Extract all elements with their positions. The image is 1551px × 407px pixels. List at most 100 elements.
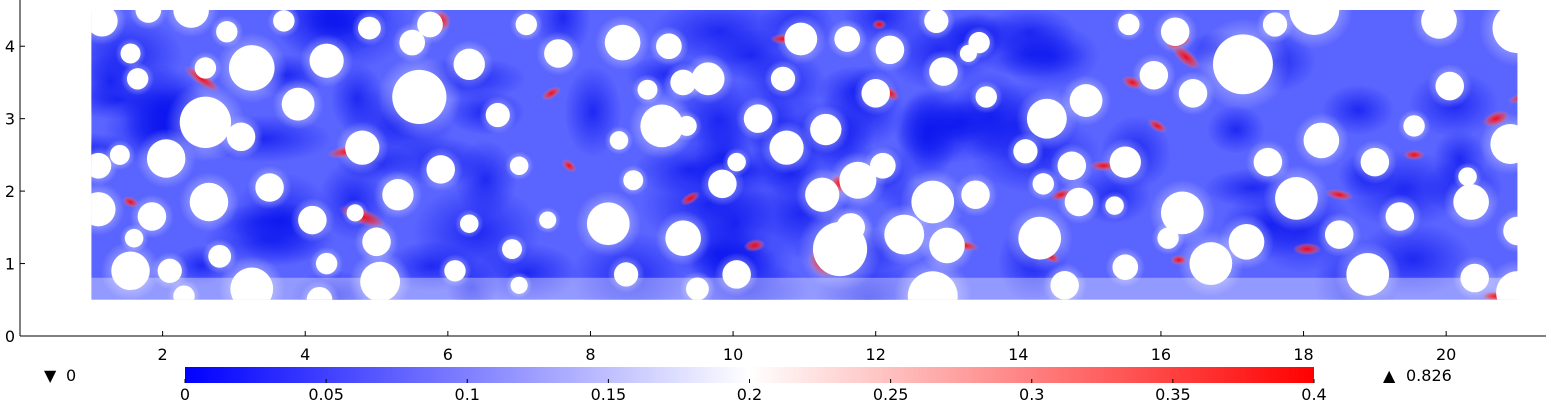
- max-arrow-icon: ▲: [1383, 366, 1396, 385]
- inclusion: [189, 182, 229, 222]
- inclusion: [1018, 216, 1062, 260]
- inclusion: [392, 69, 447, 125]
- inclusion: [1458, 167, 1477, 186]
- x-ticks: 2 4 6 8 10 12 14 16 18 20: [158, 331, 1456, 364]
- hotspot: [680, 191, 700, 206]
- inclusion: [875, 35, 905, 65]
- inclusion: [1346, 253, 1390, 296]
- inclusion: [1253, 147, 1283, 177]
- inclusion: [485, 102, 510, 128]
- hotspot: [561, 159, 577, 173]
- inclusion: [360, 261, 401, 300]
- inclusion: [665, 220, 701, 257]
- inclusion: [961, 180, 990, 209]
- inclusion: [586, 202, 630, 246]
- inclusion: [1032, 173, 1054, 195]
- inclusion: [708, 169, 737, 199]
- x-tick-label: 2: [158, 345, 168, 364]
- x-tick-label: 20: [1436, 345, 1456, 364]
- inclusion: [459, 214, 479, 233]
- inclusion: [1057, 151, 1087, 181]
- inclusion: [1178, 79, 1208, 108]
- inclusion: [805, 177, 840, 212]
- min-arrow-icon: ▼: [44, 366, 57, 385]
- inclusion: [137, 202, 167, 231]
- inclusion: [722, 260, 751, 289]
- inclusion: [135, 10, 162, 23]
- inclusion: [515, 13, 537, 36]
- x-tick-label: 12: [866, 345, 886, 364]
- y-tick-label: 0: [5, 327, 15, 346]
- data-max-indicator: ▲ 0.826: [1383, 366, 1452, 385]
- hotspot: [1122, 75, 1143, 90]
- y-tick-label: 2: [5, 182, 15, 201]
- hotspot: [1170, 254, 1188, 266]
- stress-field: [91, 10, 1518, 300]
- inclusion: [924, 10, 949, 33]
- inclusion: [839, 161, 877, 199]
- colorbar-tick-label: 0.05: [308, 385, 344, 404]
- inclusion: [975, 86, 997, 108]
- inclusion: [727, 152, 746, 172]
- inclusion: [399, 29, 426, 56]
- inclusion: [861, 79, 890, 108]
- y-ticks: 0 1 2 3 4: [5, 37, 25, 346]
- inclusion: [1212, 34, 1273, 95]
- inclusion: [1503, 216, 1518, 246]
- inclusion: [1289, 10, 1340, 35]
- colorbar: 0 0.05 0.1 0.15 0.2 0.25 0.3 0.35 0.4: [180, 367, 1327, 404]
- inclusion: [1324, 220, 1354, 249]
- inclusion: [544, 39, 573, 68]
- colorbar-tick-label: 0.1: [455, 385, 480, 404]
- x-tick-label: 14: [1008, 345, 1028, 364]
- inclusion: [1160, 17, 1190, 46]
- x-tick-label: 4: [300, 345, 310, 364]
- inclusion: [1460, 263, 1489, 293]
- colorbar-ticks: 0 0.05 0.1 0.15 0.2 0.25 0.3 0.35 0.4: [180, 379, 1327, 404]
- x-tick-label: 16: [1151, 345, 1171, 364]
- inclusion: [1112, 254, 1139, 281]
- inclusion: [382, 179, 414, 211]
- inclusion: [510, 276, 528, 294]
- inclusion: [670, 69, 697, 96]
- inclusion: [613, 262, 639, 287]
- inclusion: [309, 43, 344, 78]
- inclusion: [884, 214, 925, 255]
- inclusion: [1026, 98, 1067, 139]
- inclusion: [609, 131, 629, 150]
- inclusion: [208, 244, 232, 268]
- inclusion: [1118, 13, 1140, 36]
- shade-blob: [1207, 105, 1265, 154]
- x-tick-label: 10: [723, 345, 743, 364]
- inclusion: [146, 139, 186, 178]
- inclusion: [907, 271, 958, 300]
- inclusion: [604, 24, 641, 61]
- hotspot: [1171, 44, 1201, 70]
- inclusion: [1360, 147, 1390, 177]
- inclusion: [1109, 146, 1141, 178]
- inclusion: [281, 87, 315, 121]
- hotspot: [122, 196, 139, 208]
- edge-band: [91, 277, 1518, 300]
- inclusion: [124, 228, 144, 248]
- inclusion: [1262, 12, 1288, 37]
- inclusion: [1490, 124, 1518, 164]
- inclusion: [226, 122, 256, 152]
- inclusion: [769, 130, 804, 165]
- inclusion: [1013, 139, 1038, 164]
- inclusion: [426, 155, 455, 184]
- inclusion: [743, 104, 773, 133]
- inclusion: [345, 130, 380, 165]
- data-min-indicator: ▼ 0: [44, 366, 76, 385]
- min-value: 0: [66, 366, 76, 385]
- inclusion: [623, 170, 644, 191]
- inclusion: [836, 213, 866, 242]
- inclusion: [417, 11, 443, 38]
- inclusion: [1139, 60, 1169, 90]
- colorbar-tick-label: 0.35: [1155, 385, 1191, 404]
- inclusion: [91, 192, 116, 227]
- inclusion: [539, 211, 557, 229]
- inclusion: [1050, 271, 1079, 300]
- colorbar-tick-label: 0: [180, 385, 190, 404]
